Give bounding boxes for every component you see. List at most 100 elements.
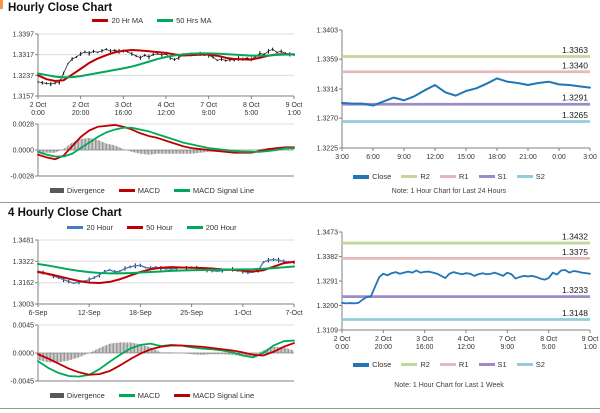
left-edge-accent: [0, 0, 3, 9]
svg-text:12:00: 12:00: [426, 154, 444, 161]
svg-text:1.3359: 1.3359: [317, 57, 339, 64]
legend-item: R1: [439, 172, 469, 181]
legend-label: R2: [420, 360, 430, 369]
legend-item: R2: [401, 172, 430, 181]
svg-text:1.3270: 1.3270: [317, 116, 339, 123]
chart-note: Note: 1 Hour Chart for Last 1 Week: [394, 382, 504, 389]
svg-text:12-Sep: 12-Sep: [78, 310, 101, 317]
svg-text:1.3157: 1.3157: [13, 94, 35, 101]
svg-text:6-Sep: 6-Sep: [29, 310, 48, 317]
svg-text:9:00: 9:00: [202, 110, 216, 117]
svg-text:9 Oct: 9 Oct: [286, 102, 303, 109]
pivot-week-legend: Close R2 R1 S1 S2: [300, 360, 598, 369]
svg-text:20:00: 20:00: [375, 344, 393, 351]
svg-text:20:00: 20:00: [72, 110, 90, 117]
svg-text:1.3003: 1.3003: [13, 302, 35, 309]
legend-label: MACD: [137, 186, 160, 195]
svg-text:3:00: 3:00: [583, 154, 597, 161]
legend-item: 20 Hour: [67, 223, 113, 232]
hourly-macd-legend: Divergence MACD MACD Signal Line: [4, 186, 300, 195]
legend-label: S1: [497, 172, 507, 181]
s1-line-swatch: [478, 363, 495, 366]
svg-text:1.3382: 1.3382: [317, 254, 339, 261]
hourly-ma-legend: 20 Hr MA 50 Hrs MA: [4, 16, 300, 25]
svg-text:1.3225: 1.3225: [317, 146, 339, 153]
divergence-swatch: [49, 188, 64, 193]
legend-item: S2: [516, 360, 545, 369]
svg-text:4 Oct: 4 Oct: [458, 336, 475, 343]
svg-text:0:00: 0:00: [31, 110, 45, 117]
svg-text:1.3340: 1.3340: [562, 60, 588, 70]
section-divider: [0, 202, 600, 203]
svg-text:1.3314: 1.3314: [317, 87, 339, 94]
r2-line-swatch: [401, 175, 418, 178]
svg-text:0.0000: 0.0000: [13, 148, 35, 155]
svg-text:9:00: 9:00: [501, 344, 515, 351]
legend-item: MACD: [118, 186, 160, 195]
svg-text:9:00: 9:00: [397, 154, 411, 161]
svg-text:12:00: 12:00: [157, 110, 175, 117]
four-hourly-macd-chart: 0.0045 0.0000 -0.0045: [10, 323, 295, 386]
svg-text:4 Oct: 4 Oct: [158, 102, 175, 109]
legend-item: MACD Signal Line: [173, 391, 254, 400]
svg-text:1.3403: 1.3403: [317, 28, 339, 35]
svg-text:1.3481: 1.3481: [13, 238, 35, 245]
legend-label: 50 Hrs MA: [176, 16, 212, 25]
four-hourly-ma-legend: 20 Hour 50 Hour 200 Hour: [4, 223, 300, 232]
legend-label: S2: [535, 360, 545, 369]
svg-text:1.3322: 1.3322: [13, 259, 35, 266]
svg-text:1.3148: 1.3148: [562, 308, 588, 318]
legend-item: Close: [353, 172, 391, 181]
svg-text:0.0000: 0.0000: [13, 351, 35, 358]
r1-line-swatch: [439, 363, 456, 366]
svg-text:2 Oct: 2 Oct: [30, 102, 47, 109]
legend-label: Close: [372, 172, 392, 181]
svg-text:2 Oct: 2 Oct: [334, 336, 351, 343]
red-line-swatch: [127, 226, 144, 229]
macd-line-swatch: [118, 189, 135, 192]
four-hourly-macd-legend: Divergence MACD MACD Signal Line: [4, 391, 300, 400]
svg-text:-0.0045: -0.0045: [10, 379, 34, 386]
legend-label: Close: [372, 360, 392, 369]
legend-label: Divergence: [66, 186, 105, 195]
svg-text:2 Oct: 2 Oct: [72, 102, 89, 109]
hourly-macd-chart: 0.0028 0.0000 -0.0028: [10, 122, 295, 181]
svg-text:1.3200: 1.3200: [317, 303, 339, 310]
svg-text:5:00: 5:00: [542, 344, 556, 351]
svg-text:3 Oct: 3 Oct: [115, 102, 132, 109]
svg-text:0:00: 0:00: [335, 344, 349, 351]
svg-text:12:00: 12:00: [457, 344, 475, 351]
svg-text:18-Sep: 18-Sep: [129, 310, 152, 317]
macd-signal-swatch: [173, 189, 190, 192]
svg-text:16:00: 16:00: [416, 344, 434, 351]
svg-text:18:00: 18:00: [488, 154, 506, 161]
svg-text:6:00: 6:00: [366, 154, 380, 161]
blue-line-swatch: [67, 226, 84, 229]
legend-label: 20 Hr MA: [111, 16, 144, 25]
svg-text:1.3432: 1.3432: [562, 232, 588, 242]
svg-text:15:00: 15:00: [457, 154, 475, 161]
legend-label: Divergence: [66, 391, 105, 400]
svg-text:-0.0028: -0.0028: [10, 174, 34, 181]
legend-label: R1: [458, 360, 469, 369]
svg-text:1.3162: 1.3162: [13, 280, 35, 287]
legend-item: 50 Hrs MA: [157, 16, 212, 25]
s2-line-swatch: [516, 363, 533, 366]
svg-text:5:00: 5:00: [245, 110, 259, 117]
green-line-swatch: [157, 19, 174, 22]
r2-line-swatch: [401, 363, 418, 366]
pivot-24h-legend: Close R2 R1 S1 S2: [300, 172, 598, 181]
svg-text:1.3317: 1.3317: [13, 52, 35, 59]
svg-text:1.3397: 1.3397: [13, 32, 35, 39]
svg-text:3 Oct: 3 Oct: [416, 336, 433, 343]
r1-line-swatch: [439, 175, 456, 178]
legend-label: MACD: [137, 391, 160, 400]
legend-label: S2: [535, 172, 545, 181]
svg-text:1-Oct: 1-Oct: [234, 310, 251, 317]
pivot-chart-24h: 1.3403 1.3359 1.3314 1.3270 1.3225 3:00 6:00 9:…: [317, 28, 597, 162]
s2-line-swatch: [516, 175, 533, 178]
divergence-swatch: [49, 393, 64, 398]
svg-text:1.3109: 1.3109: [317, 328, 339, 335]
